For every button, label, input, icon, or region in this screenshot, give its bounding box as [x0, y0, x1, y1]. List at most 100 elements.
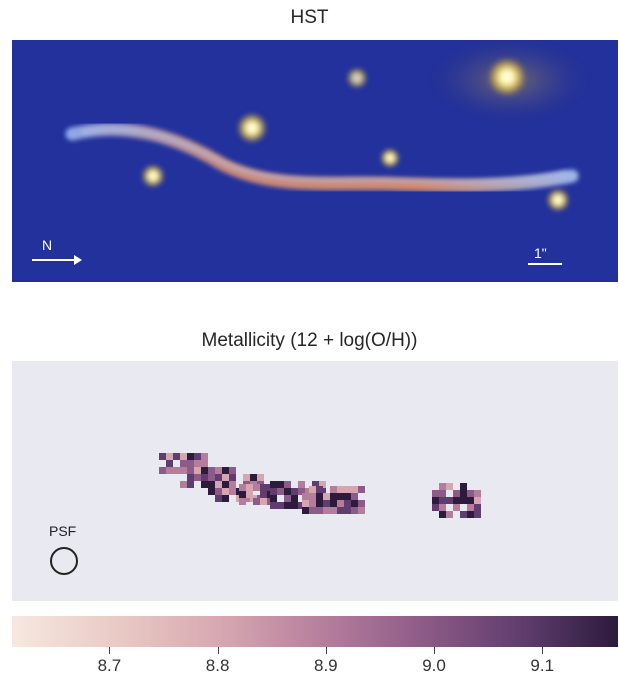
metallicity-pixel — [257, 474, 264, 481]
metallicity-pixel — [344, 486, 351, 493]
psf-label: PSF — [49, 523, 77, 539]
colorbar-tick-label: 9.0 — [422, 656, 446, 675]
metallicity-pixel — [277, 488, 284, 495]
metallicity-pixel — [201, 460, 208, 467]
metallicity-pixel — [467, 511, 474, 518]
metallicity-pixel — [316, 486, 323, 493]
metallicity-pixel — [180, 453, 187, 460]
metallicity-pixel — [337, 493, 344, 500]
metallicity-pixel — [239, 491, 246, 498]
metallicity-pixel — [316, 493, 323, 500]
metallicity-pixel — [253, 498, 260, 505]
metallicity-pixel — [270, 495, 277, 502]
metallicity-pixel — [432, 490, 439, 497]
metallicity-pixel — [284, 495, 291, 502]
psf-circle — [50, 547, 78, 575]
metallicity-pixel — [246, 484, 253, 491]
metallicity-pixel — [215, 481, 222, 488]
metallicity-pixel — [243, 474, 250, 481]
metallicity-pixel — [312, 481, 319, 488]
metallicity-pixel — [194, 467, 201, 474]
colorbar-tick-label: 8.9 — [313, 656, 338, 675]
metallicity-pixel — [474, 511, 481, 518]
metallicity-pixel — [260, 491, 267, 498]
metallicity-pixel — [180, 460, 187, 467]
metallicity-pixel — [166, 453, 173, 460]
metallicity-pixel — [270, 488, 277, 495]
metallicity-pixel — [194, 474, 201, 481]
metallicity-pixel — [291, 488, 298, 495]
metallicity-map-svg — [159, 453, 481, 518]
metallicity-pixel — [453, 490, 460, 497]
metallicity-pixel — [302, 507, 309, 514]
metallicity-pixel — [215, 474, 222, 481]
metallicity-pixel — [277, 502, 284, 509]
metallicity-pixel — [201, 474, 208, 481]
metallicity-pixel — [187, 467, 194, 474]
metallicity-pixel — [439, 483, 446, 490]
metallicity-pixel — [250, 474, 257, 481]
galaxy-left — [140, 163, 166, 189]
colorbar — [12, 616, 618, 647]
colorbar-tick-label: 9.1 — [530, 656, 555, 675]
metallicity-pixel — [222, 495, 229, 502]
metallicity-pixel — [222, 481, 229, 488]
metallicity-pixel — [460, 511, 467, 518]
metallicity-pixel — [358, 500, 365, 507]
metallicity-pixel — [446, 497, 453, 504]
metallicity-pixel — [337, 507, 344, 514]
metallicity-pixel — [291, 502, 298, 509]
metallicity-pixel — [309, 500, 316, 507]
metallicity-pixel — [166, 460, 173, 467]
metallicity-pixel — [309, 493, 316, 500]
metallicity-pixel — [187, 460, 194, 467]
metallicity-pixel — [277, 481, 284, 488]
metallicity-pixel — [187, 474, 194, 481]
metallicity-pixel — [474, 497, 481, 504]
colorbar-tick-label: 8.8 — [205, 656, 230, 675]
metallicity-pixel — [173, 453, 180, 460]
metallicity-pixel — [201, 453, 208, 460]
metallicity-pixel — [474, 504, 481, 511]
metallicity-pixel — [208, 474, 215, 481]
metallicity-pixel — [291, 495, 298, 502]
metallicity-pixel — [351, 507, 358, 514]
metallicity-pixel — [229, 488, 236, 495]
metallicity-pixel — [298, 502, 305, 509]
metallicity-pixel — [201, 481, 208, 488]
metallicity-pixel — [446, 511, 453, 518]
metallicity-pixel — [201, 467, 208, 474]
metallicity-pixel — [284, 502, 291, 509]
north-label: N — [42, 237, 53, 253]
colorbar-tick-label: 8.7 — [97, 656, 122, 675]
metallicity-pixel — [330, 500, 337, 507]
colorbar-tick — [434, 647, 436, 654]
metallicity-pixel — [439, 511, 446, 518]
metallicity-pixel — [208, 481, 215, 488]
metallicity-pixel — [222, 474, 229, 481]
metallicity-pixel — [229, 467, 236, 474]
metallicity-pixel — [453, 497, 460, 504]
metallicity-pixel — [474, 490, 481, 497]
metallicity-pixel — [316, 507, 323, 514]
colorbar-tick — [109, 647, 111, 654]
metallicity-pixel — [173, 467, 180, 474]
hst-image: N 1" — [12, 40, 618, 282]
metallicity-map: PSF — [12, 361, 618, 601]
metallicity-pixel — [270, 481, 277, 488]
metallicity-pixel — [194, 453, 201, 460]
metallicity-pixel — [215, 495, 222, 502]
metallicity-pixel — [180, 481, 187, 488]
metallicity-pixel — [229, 481, 236, 488]
hst-panel-title: HST — [290, 7, 329, 28]
metallicity-pixel — [460, 497, 467, 504]
metallicity-pixel — [432, 497, 439, 504]
metallicity-pixel — [215, 467, 222, 474]
galaxy-upper-left — [235, 111, 269, 145]
colorbar-tick — [542, 647, 544, 654]
metallicity-pixel — [439, 490, 446, 497]
metallicity-pixel — [208, 488, 215, 495]
metallicity-pixel — [309, 486, 316, 493]
metallicity-pixel — [467, 497, 474, 504]
metallicity-pixel — [260, 484, 267, 491]
